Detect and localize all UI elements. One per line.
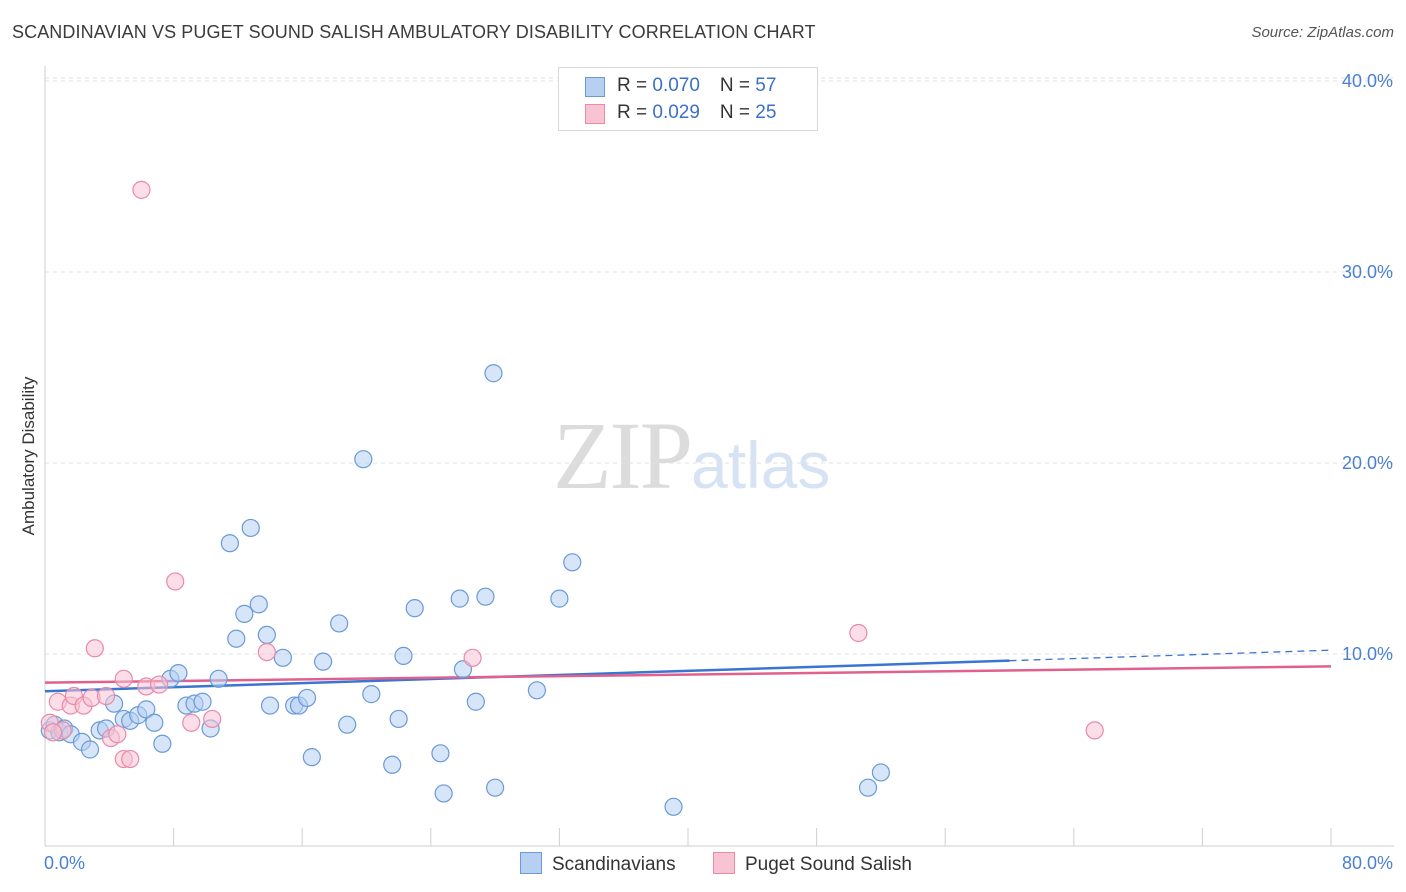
trend-layer [44,649,1332,693]
puget-sound-salish-point [849,623,868,643]
scandinavian-point [273,648,293,667]
scandinavian-point [563,553,582,572]
puget-sound-salish-point [182,713,201,732]
legend-n-label: N = [719,102,756,123]
axis-layer [44,66,1394,847]
scandinavian-point [484,364,503,383]
scandinavian-point [297,688,317,708]
points-layer [40,180,1104,816]
correlation-legend: R = 0.070 N = 57 R = 0.029 N = 25 [558,67,818,131]
scandinavian-point [431,744,450,763]
scandinavian-point [466,692,485,711]
scandinavian-point [209,669,228,688]
scandinavian-point [858,778,878,797]
bottom-legend-label: Scandinavians [552,854,676,875]
label-layer: 10.0% 20.0% 30.0% 40.0% 0.0% 80.0% Ambulatory … [19,71,1393,873]
scandinavian-point [302,748,321,767]
scandinavian-point [664,797,683,816]
puget-sound-salish-point [114,669,133,688]
puget-sound-salish-point [85,639,104,658]
legend-r-label: R = [617,102,653,123]
puget-sound-salish-point [463,648,482,667]
grid-layer [45,77,1394,655]
puget-sound-salish-point [121,749,140,769]
puget-sound-salish-point [1085,721,1104,740]
bottom-legend-swatch-blue [520,852,542,874]
chart-title: SCANDINAVIAN VS PUGET SOUND SALISH AMBUL… [12,22,816,42]
scandinavian-point [405,599,424,618]
puget-sound-salish-point [96,686,116,706]
puget-sound-salish-point [43,723,63,742]
legend-r-value: 0.070 [652,75,700,96]
legend-n-value: 57 [755,75,777,96]
legend-n-value: 25 [755,102,777,123]
puget-sound-salish-point [108,725,127,744]
scandinavian-point [313,652,333,671]
puget-sound-salish-point [150,675,169,694]
legend-text: R = 0.029 N = 25 [617,102,776,124]
puget-sound-salish-point [132,180,151,199]
scandinavian-point [80,740,100,759]
scandinavian-point [137,700,156,719]
y-axis-title: Ambulatory Disability [19,376,38,535]
scandinavian-point [227,629,246,648]
watermark-zip: ZIP [553,402,693,509]
scandinavian-point [260,696,280,715]
scandinavian-point [362,685,381,704]
legend-n-label: N = [719,75,756,96]
y-tick-label: 30.0% [1342,262,1393,282]
scandinavian-point [354,450,373,469]
source-label: Source: ZipAtlas.com [1251,24,1394,41]
legend-swatch-pink [585,104,605,124]
scandinavian-point [330,614,349,633]
legend-swatch-blue [585,77,605,97]
scandinavian-point [476,587,495,606]
legend-r-label: R = [617,75,653,96]
legend-text: R = 0.070 N = 57 [617,75,776,97]
scandinavian-point [486,778,505,797]
puget-sound-salish-point [203,709,222,729]
scandinavian-point [241,518,260,538]
watermark: ZIPatlas [553,400,830,511]
watermark-atlas: atlas [691,428,831,502]
scandinavian-point [527,681,546,700]
scandinavian-point [338,715,357,734]
scandinavian-point [153,734,172,753]
legend-r-value: 0.029 [652,102,700,123]
scandinavian-point [220,534,239,553]
scandinavian-point [193,692,212,711]
bottom-legend-swatch-pink [713,852,735,874]
y-tick-label: 20.0% [1342,453,1393,473]
scandinavian-point [235,604,254,623]
scandinavian-point [169,663,188,683]
bottom-legend-label: Puget Sound Salish [745,854,912,875]
bottom-legend-puget-sound-salish: Puget Sound Salish [713,852,912,876]
bottom-legend-scandinavians: Scandinavians [520,852,676,876]
scandinavian-point [871,763,891,782]
scandinavian-point [550,589,569,608]
puget-sound-salish-trend-line [44,665,1332,684]
scandinavian-point [389,709,408,729]
scandinavian-point [434,784,453,803]
scandinavian-point [450,589,469,608]
x-tick-label-max: 80.0% [1342,853,1393,873]
y-tick-label: 10.0% [1342,644,1393,664]
scandinavian-point [257,625,276,645]
y-tick-label: 40.0% [1342,71,1393,91]
x-tick-label-min: 0.0% [44,853,85,873]
scandinavian-point [249,595,268,614]
scandinavian-point [394,646,413,666]
scandinavian-point [383,755,402,774]
puget-sound-salish-point [166,572,185,591]
scandinavian-point [145,713,164,732]
scandinavian-trend-extension [1009,649,1332,662]
puget-sound-salish-point [257,642,276,662]
